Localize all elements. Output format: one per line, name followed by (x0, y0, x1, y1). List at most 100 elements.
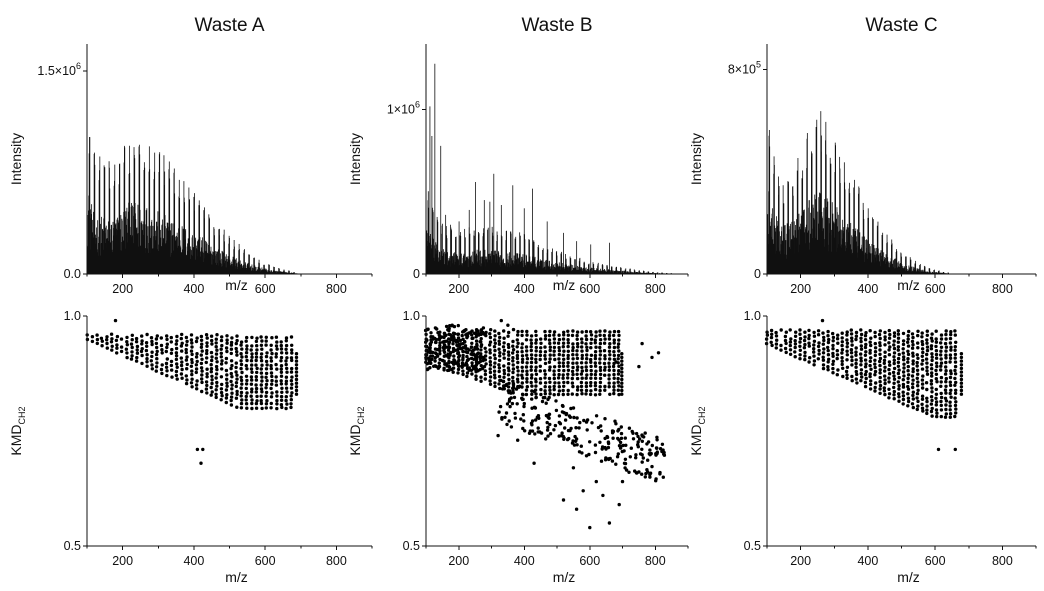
kmd-point (493, 338, 497, 342)
kmd-point (483, 346, 487, 350)
kmd-point (959, 370, 964, 374)
kmd-point (580, 345, 584, 349)
kmd-point (255, 394, 259, 399)
kmd-point (855, 381, 859, 385)
kmd-point (939, 384, 943, 388)
kmd-point (906, 360, 910, 364)
x-tick-label: 800 (992, 554, 1013, 568)
kmd-point (447, 365, 452, 369)
kmd-point (939, 391, 943, 396)
kmd-point (598, 365, 603, 370)
kmd-point (864, 350, 868, 354)
kmd-point (954, 400, 958, 404)
kmd-point (219, 387, 224, 391)
kmd-point (920, 394, 925, 398)
kmd-point (628, 455, 632, 459)
kmd-point (501, 345, 506, 349)
kmd-point (255, 399, 259, 403)
kmd-point (488, 363, 493, 367)
kmd-point (552, 387, 556, 392)
kmd-point (887, 380, 891, 384)
kmd-point (883, 350, 887, 354)
kmd-point (645, 468, 649, 472)
kmd-point (290, 351, 294, 355)
kmd-point (265, 399, 269, 403)
kmd-point (512, 395, 517, 400)
kmd-point (915, 376, 919, 380)
kmd-point (543, 381, 548, 385)
kmd-point (571, 357, 575, 361)
kmd-point (511, 327, 516, 332)
kmd-point (440, 358, 445, 363)
kmd-point (465, 374, 469, 379)
kmd-point (538, 357, 542, 362)
kmd-point (930, 406, 934, 411)
kmd-point (584, 365, 588, 369)
kmd-point (859, 371, 863, 376)
kmd-point (538, 381, 543, 385)
kmd-point (920, 342, 925, 347)
kmd-point (145, 364, 149, 368)
kmd-point (289, 405, 293, 410)
kmd-point (887, 396, 891, 400)
kmd-point (289, 402, 293, 406)
kmd-point (442, 332, 447, 336)
kmd-point (921, 350, 925, 355)
kmd-point (859, 339, 863, 344)
kmd-point (519, 417, 523, 421)
kmd-point (285, 370, 289, 374)
kmd-point (873, 369, 878, 374)
kmd-point (850, 336, 854, 340)
kmd-point (205, 348, 209, 353)
kmd-point (434, 337, 439, 342)
kmd-point (959, 363, 964, 367)
kmd-point (873, 362, 877, 366)
kmd-point (826, 360, 830, 364)
y-tick-label: 1.0 (64, 309, 81, 323)
kmd-point (622, 461, 627, 465)
kmd-point (788, 352, 793, 356)
kmd-point (925, 369, 929, 373)
kmd-point (452, 354, 456, 358)
kmd-point (943, 372, 948, 376)
kmd-point (854, 365, 858, 369)
kmd-point (488, 370, 493, 375)
kmd-point (934, 329, 938, 333)
kmd-point (109, 340, 114, 344)
kmd-point (154, 341, 159, 346)
kmd-point (525, 377, 529, 381)
kmd-point (249, 382, 254, 386)
kmd-point (887, 372, 892, 376)
kmd-point (878, 391, 882, 395)
kmd-point (883, 330, 887, 335)
kmd-point (140, 361, 144, 366)
kmd-point (200, 349, 204, 353)
kmd-point (189, 349, 194, 353)
kmd-point (516, 360, 520, 365)
kmd-point (617, 392, 621, 397)
kmd-point (230, 363, 234, 368)
kmd-point (620, 381, 624, 385)
kmd-point (793, 350, 797, 354)
kmd-point (906, 337, 910, 341)
kmd-point (910, 402, 915, 406)
kmd-point (606, 440, 611, 444)
kmd-point (479, 348, 483, 352)
kmd-point (887, 328, 891, 333)
x-tick-label: 600 (255, 282, 276, 296)
y-tick-label: 1.0 (744, 309, 761, 323)
kmd-point (826, 334, 830, 338)
kmd-point (200, 342, 204, 346)
kmd-point (959, 381, 964, 385)
kmd-point (529, 341, 534, 346)
kmd-point (812, 334, 817, 338)
kmd-point (215, 380, 219, 385)
kmd-point (269, 395, 274, 399)
kmd-point (269, 343, 273, 347)
kmd-point (254, 406, 259, 410)
kmd-point (506, 334, 510, 338)
kmd-point (579, 380, 584, 385)
kmd-point (201, 447, 205, 452)
kmd-point (210, 355, 214, 359)
